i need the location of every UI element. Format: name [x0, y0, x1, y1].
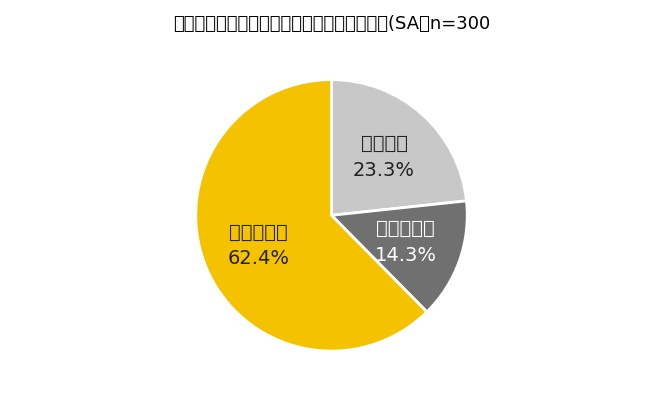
- Title: 節分の日に豆まきをする予定はありますか？(SA）n=300: 節分の日に豆まきをする予定はありますか？(SA）n=300: [173, 15, 490, 33]
- Text: する予定
23.3%: する予定 23.3%: [353, 134, 415, 180]
- Wedge shape: [332, 201, 467, 312]
- Text: しない予定
62.4%: しない予定 62.4%: [227, 222, 290, 268]
- Wedge shape: [332, 80, 467, 215]
- Wedge shape: [196, 80, 427, 351]
- Text: 分からない
14.3%: 分からない 14.3%: [375, 219, 437, 264]
